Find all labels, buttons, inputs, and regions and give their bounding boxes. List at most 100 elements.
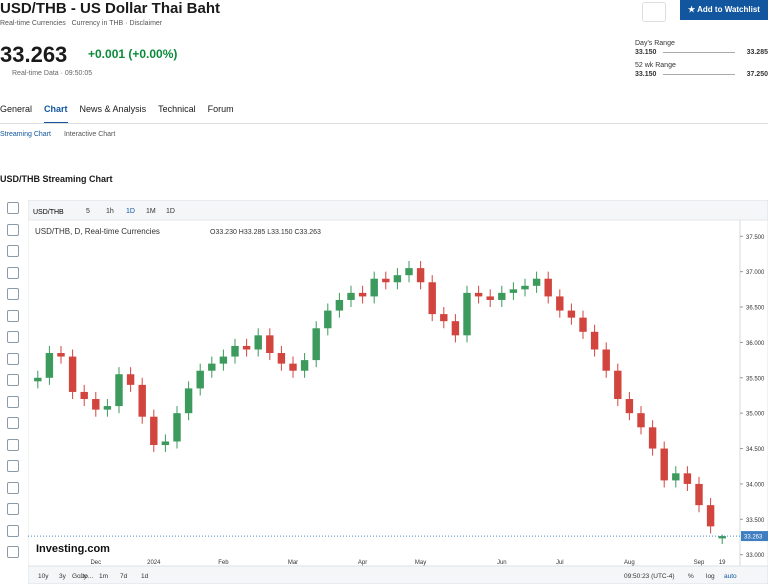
- nav-tab[interactable]: News & Analysis: [79, 104, 147, 114]
- subnav: Streaming Chart Interactive Chart: [0, 131, 115, 138]
- candle-body: [683, 473, 692, 484]
- x-tick-label: Jul: [556, 560, 564, 566]
- candle-body: [579, 317, 587, 332]
- candle-body: [440, 314, 448, 322]
- candle-body: [695, 483, 703, 506]
- price-change: +0.001 (+0.00%): [88, 47, 178, 61]
- currency-label: Currency in: [71, 20, 108, 27]
- candle-body: [219, 356, 228, 364]
- y-tick-label: 36.000: [746, 341, 765, 347]
- y-tick-label: 34.500: [746, 447, 765, 453]
- y-tick-label: 34.000: [746, 482, 765, 488]
- symbol[interactable]: USD/THB: [33, 209, 64, 216]
- candle-body: [324, 310, 332, 329]
- candle-body: [358, 292, 367, 297]
- chart-legend: USD/THB, D, Real-time Currencies: [35, 227, 160, 236]
- watchlist-label: Add to Watchlist: [697, 5, 760, 14]
- candle-body: [648, 427, 657, 449]
- range: 52 wk Range 33.150 37.250: [635, 62, 768, 78]
- candle-body: [138, 384, 146, 417]
- candle-body: [590, 331, 599, 350]
- x-tick-label: 2024: [147, 560, 161, 566]
- subnav-tab[interactable]: Streaming Chart: [0, 131, 51, 138]
- range-high: 33.285: [746, 49, 768, 56]
- candle-body: [451, 321, 460, 336]
- interval[interactable]: 1D: [126, 208, 135, 215]
- candle-body: [660, 448, 668, 481]
- candle-body: [521, 285, 529, 290]
- axis-option[interactable]: auto: [724, 573, 737, 580]
- candle-body: [266, 335, 274, 354]
- y-tick-label: 33.500: [746, 518, 765, 524]
- y-tick-label: 37.500: [746, 235, 765, 241]
- chart-toolbar: [28, 200, 768, 221]
- candle-body: [532, 278, 541, 286]
- candle-body: [625, 399, 634, 414]
- nav-tab[interactable]: Chart: [44, 104, 68, 124]
- drawing-toolbar: [0, 202, 26, 562]
- range-button[interactable]: 3y: [59, 573, 67, 580]
- last-price-label: 33.263: [744, 535, 763, 541]
- range-low: 33.150: [635, 71, 657, 78]
- candle-body: [416, 268, 425, 283]
- range-button[interactable]: 7d: [120, 573, 128, 580]
- candle-body: [126, 374, 135, 385]
- range: Day's Range 33.150 33.285: [635, 40, 768, 56]
- interval[interactable]: 1h: [106, 208, 114, 215]
- range-button[interactable]: 10y: [38, 573, 49, 580]
- candle-body: [57, 353, 65, 357]
- interval[interactable]: 5: [86, 208, 90, 215]
- candle-body: [208, 363, 216, 371]
- range-button[interactable]: 1y: [80, 573, 88, 580]
- candle-body: [312, 328, 320, 361]
- nav-tab[interactable]: Forum: [207, 104, 234, 114]
- candle-body: [80, 391, 88, 400]
- candle-body: [231, 345, 239, 357]
- watchlist-button[interactable]: ★ Add to Watchlist: [680, 0, 768, 20]
- disclaimer[interactable]: Disclaimer: [129, 20, 163, 27]
- candle-body: [602, 349, 610, 371]
- candle-body: [115, 374, 123, 407]
- candle-body: [544, 278, 552, 297]
- footer-time: 09:50:23 (UTC-4): [624, 573, 675, 580]
- nav-tab[interactable]: Technical: [158, 104, 196, 114]
- watermark: Investing.com: [36, 543, 110, 555]
- subnav-tab[interactable]: Interactive Chart: [63, 131, 116, 138]
- candle-body: [637, 413, 645, 428]
- nav-tab[interactable]: General: [0, 104, 33, 114]
- candle-body: [150, 416, 158, 446]
- section-title: USD/THB Streaming Chart: [0, 174, 113, 184]
- candle-body: [393, 275, 402, 283]
- range-button[interactable]: 1d: [141, 573, 149, 580]
- candle-body: [347, 292, 355, 300]
- ohlc-legend: O33.230 H33.285 L33.150 C33.263: [210, 229, 321, 236]
- goto[interactable]: Go to...: [72, 573, 94, 580]
- x-tick-label: Aug: [624, 560, 635, 566]
- y-tick-label: 33.000: [746, 553, 765, 559]
- x-tick-label: Dec: [90, 560, 101, 566]
- interval[interactable]: 1M: [146, 208, 156, 215]
- x-tick-label: 19: [719, 560, 726, 566]
- candle-body: [277, 353, 286, 364]
- candle-body: [498, 292, 506, 300]
- candle-body: [68, 356, 77, 392]
- axis-option[interactable]: log: [706, 573, 715, 580]
- range-button[interactable]: 1m: [99, 573, 108, 580]
- candle-body: [184, 388, 193, 414]
- candle-body: [463, 292, 471, 336]
- candle-body: [289, 363, 297, 371]
- candle-body: [614, 370, 622, 400]
- last-price-tag: [741, 531, 768, 542]
- axis-option[interactable]: %: [688, 573, 694, 580]
- price: 33.263: [0, 42, 68, 67]
- currency: THB: [109, 20, 124, 27]
- interval[interactable]: 1D: [166, 208, 175, 215]
- title: USD/THB - US Dollar Thai Baht: [0, 0, 221, 17]
- y-tick-label: 36.500: [746, 306, 765, 312]
- x-tick-label: Mar: [288, 560, 298, 566]
- nav: General Chart News & Analysis Technical Foru…: [0, 104, 234, 124]
- x-tick-label: Feb: [218, 560, 229, 566]
- alert-button[interactable]: [642, 2, 666, 22]
- candle-body: [34, 377, 42, 382]
